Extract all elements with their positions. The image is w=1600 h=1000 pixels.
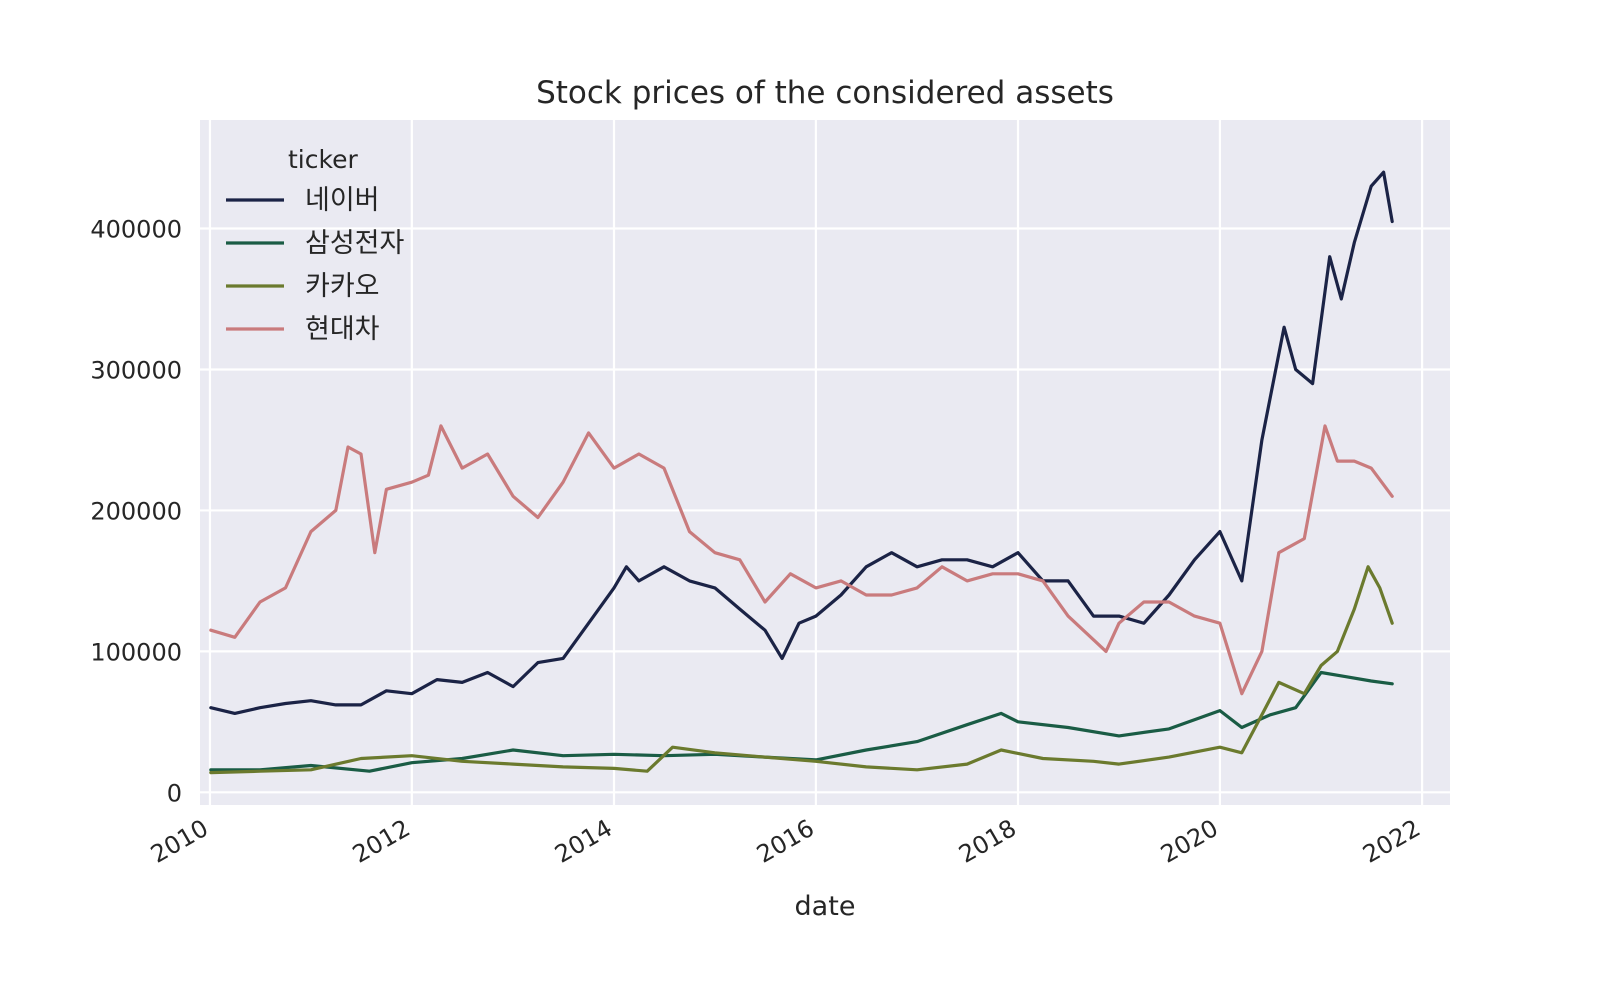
y-tick-label: 200000 xyxy=(90,497,182,525)
y-tick-label: 0 xyxy=(167,779,182,807)
x-tick-label: 2022 xyxy=(1358,814,1425,869)
y-tick-label: 400000 xyxy=(90,216,182,244)
y-tick-label: 300000 xyxy=(90,356,182,384)
legend-label-2: 카카오 xyxy=(305,271,380,302)
legend-label-0: 네이버 xyxy=(305,185,380,216)
x-tick-labels: 2010 2012 2014 2016 2018 2020 2022 xyxy=(146,814,1425,869)
x-tick-label: 2012 xyxy=(348,814,415,869)
plot-background xyxy=(200,120,1450,805)
legend-title: ticker xyxy=(288,145,358,174)
legend-label-3: 현대차 xyxy=(305,314,380,345)
series-line-2 xyxy=(209,565,1394,775)
y-tick-label: 100000 xyxy=(90,638,182,666)
series-layer xyxy=(209,170,1394,775)
series-line-0 xyxy=(209,170,1394,715)
chart-title: Stock prices of the considered assets xyxy=(536,75,1114,111)
x-tick-label: 2014 xyxy=(550,814,617,869)
y-tick-labels: 0 100000 200000 300000 400000 xyxy=(90,216,182,808)
grid-lines xyxy=(200,120,1450,805)
series-line-3 xyxy=(209,424,1394,696)
x-tick-label: 2018 xyxy=(954,814,1021,869)
x-tick-label: 2010 xyxy=(146,814,213,869)
legend-label-1: 삼성전자 xyxy=(305,228,405,259)
x-tick-label: 2020 xyxy=(1156,814,1223,869)
x-tick-label: 2016 xyxy=(752,814,819,869)
x-axis-label: date xyxy=(795,891,856,922)
